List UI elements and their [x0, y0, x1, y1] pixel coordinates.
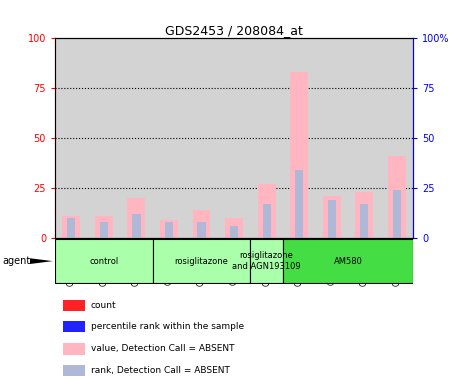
Text: agent: agent: [2, 256, 31, 266]
Bar: [283, 239, 413, 283]
Bar: [62, 216, 80, 238]
Bar: [165, 222, 173, 238]
Bar: [257, 184, 275, 238]
Bar: [250, 38, 283, 238]
Bar: [381, 38, 413, 238]
Bar: [153, 239, 250, 283]
Bar: [355, 192, 373, 238]
Bar: [323, 196, 341, 238]
Bar: [263, 204, 271, 238]
Bar: [193, 210, 211, 238]
Bar: [67, 218, 75, 238]
Bar: [95, 216, 113, 238]
Bar: [132, 214, 140, 238]
Bar: [360, 204, 369, 238]
Bar: [328, 200, 336, 238]
Bar: [315, 38, 348, 238]
Bar: [128, 198, 146, 238]
Polygon shape: [30, 258, 53, 264]
Bar: [100, 222, 108, 238]
Text: rosiglitazone: rosiglitazone: [174, 257, 229, 266]
Text: count: count: [90, 301, 116, 310]
Title: GDS2453 / 208084_at: GDS2453 / 208084_at: [165, 24, 303, 37]
Bar: [388, 156, 406, 238]
Bar: [120, 38, 153, 238]
Text: control: control: [90, 257, 118, 266]
Bar: [393, 190, 401, 238]
Text: value, Detection Call = ABSENT: value, Detection Call = ABSENT: [90, 344, 234, 354]
Bar: [230, 226, 238, 238]
Bar: [88, 38, 120, 238]
Bar: [160, 220, 178, 238]
Bar: [197, 222, 206, 238]
Text: percentile rank within the sample: percentile rank within the sample: [90, 322, 244, 331]
Bar: [63, 343, 85, 354]
Bar: [185, 38, 218, 238]
Bar: [55, 38, 88, 238]
Bar: [55, 239, 153, 283]
Bar: [283, 38, 315, 238]
Text: AM580: AM580: [334, 257, 363, 266]
Bar: [63, 300, 85, 311]
Text: rosiglitazone
and AGN193109: rosiglitazone and AGN193109: [232, 252, 301, 271]
Bar: [153, 38, 185, 238]
Text: rank, Detection Call = ABSENT: rank, Detection Call = ABSENT: [90, 366, 230, 375]
Bar: [218, 38, 250, 238]
Bar: [348, 38, 381, 238]
Bar: [225, 218, 243, 238]
Bar: [250, 239, 283, 283]
Bar: [290, 72, 308, 238]
Bar: [63, 365, 85, 376]
Bar: [63, 321, 85, 333]
Bar: [295, 170, 303, 238]
